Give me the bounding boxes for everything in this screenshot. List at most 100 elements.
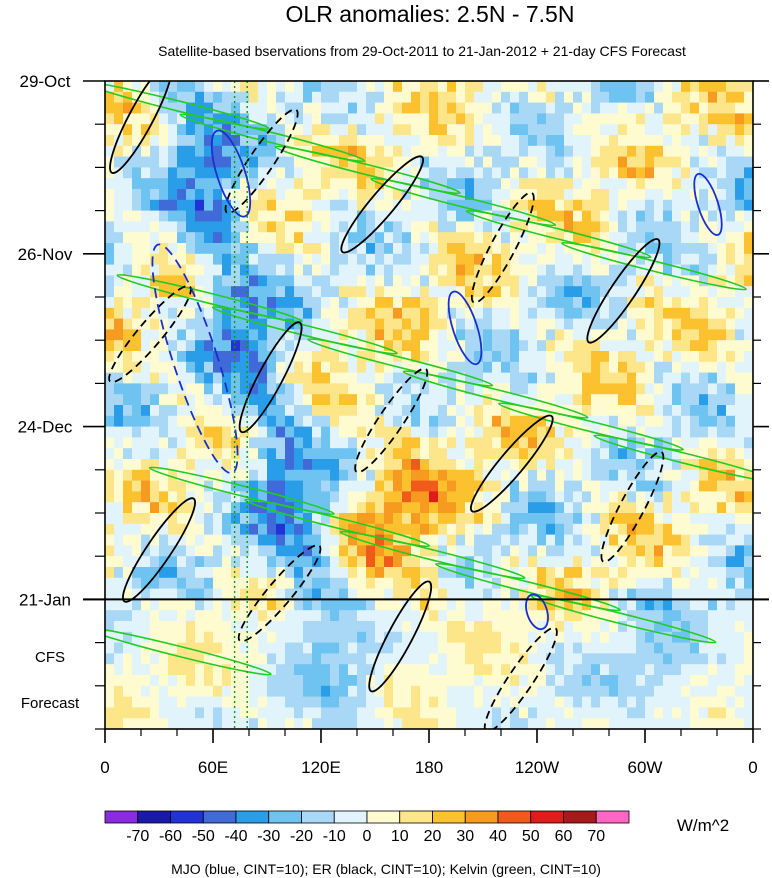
olr-cell [645,340,655,352]
olr-cell [618,394,628,406]
olr-cell [384,275,394,287]
olr-cell [177,491,187,503]
olr-cell [627,664,637,676]
colorbar-swatch [497,810,532,824]
olr-cell [177,405,187,417]
olr-cell [402,361,412,374]
olr-cell [537,556,547,568]
olr-cell [645,394,655,406]
olr-cell [438,664,448,676]
olr-cell [573,156,583,168]
olr-cell [330,502,340,514]
olr-cell [114,448,124,460]
olr-cell [492,210,502,222]
olr-cell [744,318,753,330]
olr-cell [330,264,340,276]
olr-cell [654,210,664,222]
olr-cell [132,167,142,179]
olr-cell [537,685,547,698]
olr-cell [240,286,250,298]
olr-cell [411,275,421,287]
olr-cell [627,491,637,503]
olr-cell [177,567,187,579]
olr-cell [636,156,646,168]
olr-cell [537,156,547,168]
olr-cell [510,621,520,633]
olr-cell [537,426,547,438]
olr-cell [177,631,187,644]
mjo-contour [693,172,723,236]
olr-cell [375,318,385,330]
olr-cell [438,232,448,244]
olr-cell [420,491,430,503]
olr-cell [303,307,313,320]
olr-cell [654,178,664,190]
olr-cell [420,91,430,104]
olr-cell [348,178,358,190]
olr-cell [132,718,142,729]
olr-cell [438,210,448,222]
olr-cell [213,286,223,298]
olr-cell [663,675,673,687]
olr-cell [348,675,358,687]
olr-cell [474,588,484,600]
olr-cell [429,372,439,384]
olr-cell [141,383,151,395]
olr-cell [114,221,124,233]
olr-cell [285,232,295,244]
olr-cell [213,221,223,233]
olr-cell [465,135,475,147]
olr-cell [285,243,295,255]
olr-cell [654,502,664,514]
olr-cell [726,351,736,363]
olr-cell [159,167,169,179]
olr-cell [654,405,664,417]
olr-cell [492,329,502,341]
olr-cell [483,405,493,417]
olr-cell [222,469,232,482]
olr-cell [294,232,304,244]
olr-cell [114,556,124,568]
olr-cell [429,178,439,190]
olr-cell [510,297,520,309]
olr-cell [510,156,520,168]
olr-cell [132,318,142,330]
olr-cell [717,664,727,676]
olr-cell [339,253,349,266]
olr-cell [600,351,610,363]
olr-cell [420,621,430,633]
olr-cell [546,383,556,395]
olr-cell [123,523,133,536]
olr-cell [420,394,430,406]
olr-cell [663,502,673,514]
olr-cell [546,361,556,374]
olr-cell [690,124,700,136]
olr-cell [267,631,277,644]
olr-cell [609,718,619,729]
olr-cell [564,556,574,568]
olr-cell [249,621,259,633]
olr-cell [555,189,565,201]
olr-cell [249,642,259,654]
olr-cell [483,351,493,363]
olr-cell [492,297,502,309]
olr-cell [240,642,250,654]
olr-cell [591,567,601,579]
olr-cell [735,448,745,460]
olr-cell [168,448,178,460]
olr-cell [366,102,376,114]
olr-cell [744,513,753,525]
olr-cell [699,523,709,536]
olr-cell [708,124,718,136]
olr-cell [393,696,403,708]
olr-cell [582,307,592,320]
olr-cell [510,523,520,536]
olr-cell [465,588,475,600]
olr-cell [636,502,646,514]
olr-cell [492,124,502,136]
olr-cell [483,642,493,654]
olr-cell [267,523,277,536]
olr-cell [564,297,574,309]
colorbar-tick-label: -50 [192,828,215,845]
olr-cell [717,178,727,190]
